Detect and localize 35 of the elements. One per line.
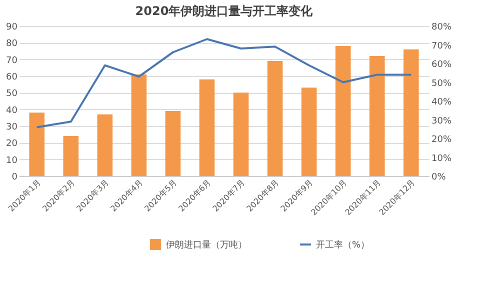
legend-label: 伊朗进口量（万吨） [166,240,247,250]
chart-title: 2020年伊朗进口量与开工率变化 [135,4,314,18]
y-tick-label: 60 [6,72,18,82]
line-series [36,38,412,128]
bar [165,111,181,176]
bar [199,79,215,176]
y-tick-label: 90 [6,22,18,32]
legend-label: 开工率（%） [316,240,370,250]
bar [267,61,283,176]
y-tick-label: 70 [6,56,18,66]
bar [131,74,147,176]
y2-tick-label: 60% [432,60,452,70]
y2-tick-label: 70% [432,41,452,52]
bar [29,112,45,176]
bar [63,136,79,176]
y-tick-label: 10 [6,156,18,166]
y2-tick-label: 0% [432,172,446,182]
y2-tick-label: 20% [432,135,452,145]
bar [97,114,113,176]
y2-tick-label: 30% [432,116,452,126]
bar [301,88,317,176]
y-tick-label: 20 [6,139,18,150]
y2-tick-label: 40% [432,98,452,108]
y2-tick-label: 10% [432,154,452,164]
bar [403,49,419,176]
bar [233,92,249,176]
bar [335,46,351,176]
y-tick-label: 50 [6,89,18,100]
y-tick-label: 40 [6,106,18,116]
y-tick-label: 0 [12,172,18,182]
y2-tick-label: 50% [432,78,452,89]
y-tick-label: 30 [6,122,18,132]
bar [369,56,385,176]
y-tick-label: 80 [6,39,18,50]
y2-tick-label: 80% [432,22,452,32]
